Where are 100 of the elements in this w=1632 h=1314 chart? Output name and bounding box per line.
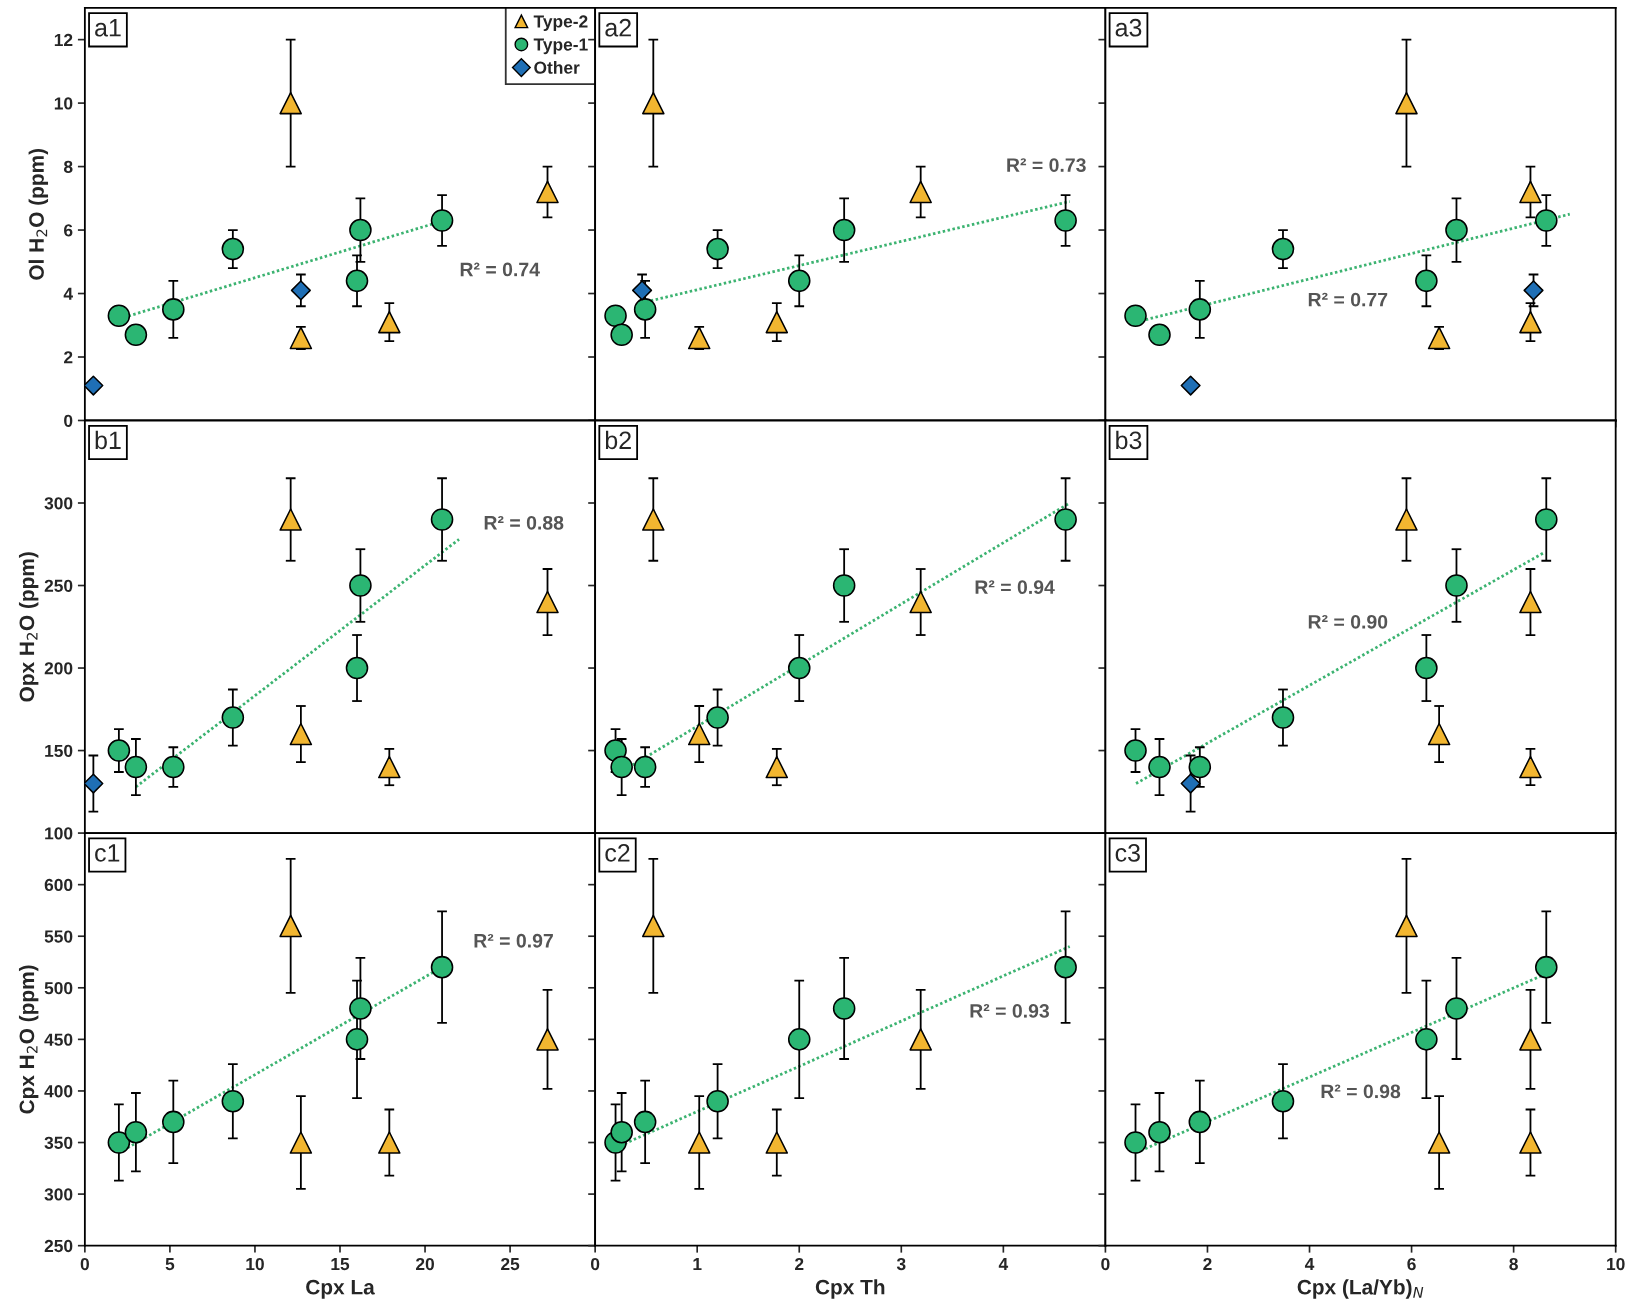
annotation: R² = 0.77 <box>1308 292 1388 307</box>
legend-label: Type-2 <box>533 15 588 32</box>
x-axis-title: Cpx La <box>306 1279 375 1299</box>
point <box>107 739 131 762</box>
point <box>1054 508 1077 531</box>
point <box>107 304 131 328</box>
y-tick-label: 350 <box>44 1136 73 1150</box>
point <box>536 180 559 204</box>
point <box>1534 209 1558 232</box>
point <box>1395 508 1418 531</box>
point <box>430 508 454 531</box>
point <box>765 755 789 779</box>
legend-label: Type-1 <box>533 38 588 55</box>
point <box>706 237 729 261</box>
point <box>1188 298 1212 321</box>
y-tick-label: 450 <box>44 1033 73 1046</box>
point <box>345 656 369 680</box>
y-axis-title: Ol H$_{2}$O (ppm) <box>28 148 49 280</box>
point <box>1519 310 1542 334</box>
point <box>610 323 633 347</box>
point <box>642 508 665 531</box>
y-tick-label: 10 <box>54 97 73 110</box>
point <box>909 1028 932 1051</box>
point <box>536 590 559 614</box>
point <box>1534 955 1558 979</box>
point <box>687 326 711 350</box>
annotation: R² = 0.74 <box>460 262 540 277</box>
point <box>1188 755 1212 779</box>
x-tick-label: 20 <box>415 1257 434 1271</box>
point <box>631 280 653 301</box>
x-tick-label: 2 <box>1203 1257 1212 1271</box>
x-tick-label: 0 <box>80 1257 89 1271</box>
point <box>765 1131 789 1154</box>
point <box>633 298 657 321</box>
point <box>787 1028 811 1051</box>
point <box>1180 375 1201 396</box>
point <box>536 1028 559 1051</box>
point <box>345 269 369 293</box>
point <box>430 209 454 232</box>
point <box>1124 1131 1147 1154</box>
point <box>633 1110 657 1134</box>
point <box>765 310 789 334</box>
point <box>1271 706 1295 729</box>
y-tick-label: 600 <box>44 878 73 892</box>
y-tick-label: 300 <box>44 497 73 510</box>
annotation: R² = 0.98 <box>1321 1084 1401 1099</box>
point <box>1415 269 1438 293</box>
point <box>124 1120 148 1144</box>
x-tick-label: 6 <box>1407 1257 1416 1271</box>
y-tick-label: 500 <box>44 981 73 995</box>
x-axis-title: Cpx Th <box>815 1279 885 1299</box>
point <box>289 1131 313 1154</box>
annotation: R² = 0.93 <box>970 1004 1050 1018</box>
point <box>289 722 313 746</box>
point <box>378 310 401 334</box>
point <box>221 706 245 729</box>
point <box>1054 209 1077 232</box>
annotation: b1 <box>95 430 121 450</box>
annotation: R² = 0.90 <box>1308 614 1388 629</box>
point <box>1445 218 1468 242</box>
x-tick-label: 25 <box>501 1257 520 1271</box>
point <box>124 323 148 347</box>
point <box>378 755 401 779</box>
legend-label: Other <box>534 61 580 74</box>
point <box>279 508 302 531</box>
point <box>642 91 665 115</box>
y-tick-label: 0 <box>64 414 73 427</box>
point <box>289 326 313 350</box>
point <box>832 218 856 242</box>
y-tick-label: 4 <box>63 287 73 300</box>
point <box>378 1131 401 1154</box>
point <box>687 1131 711 1154</box>
annotation: R² = 0.97 <box>474 933 553 948</box>
point <box>1519 590 1542 614</box>
point <box>610 755 633 779</box>
y-axis-title: Opx H$_{2}$O (ppm) <box>18 552 39 702</box>
y-tick-label: 300 <box>44 1188 73 1201</box>
x-tick-label: 10 <box>246 1257 264 1271</box>
annotation: R² = 0.73 <box>1007 158 1086 172</box>
point <box>221 1089 245 1113</box>
point <box>84 375 104 396</box>
point <box>1519 755 1542 779</box>
annotation: a2 <box>605 18 631 37</box>
point <box>909 590 932 614</box>
y-tick-label: 8 <box>63 160 73 174</box>
x-tick-label: 8 <box>1509 1257 1518 1271</box>
point <box>345 1028 369 1051</box>
point <box>162 755 185 779</box>
point <box>162 298 185 321</box>
y-tick-label: 12 <box>54 33 73 46</box>
annotation: c3 <box>1115 844 1140 862</box>
y-tick-label: 200 <box>44 662 73 675</box>
point <box>279 914 302 938</box>
point <box>1427 1131 1451 1154</box>
point <box>1271 237 1295 261</box>
annotation: b3 <box>1116 430 1142 450</box>
point <box>832 997 856 1020</box>
point <box>610 1120 633 1144</box>
y-axis-title: Cpx H$_{2}$O (ppm) <box>18 965 39 1114</box>
point <box>633 755 657 779</box>
